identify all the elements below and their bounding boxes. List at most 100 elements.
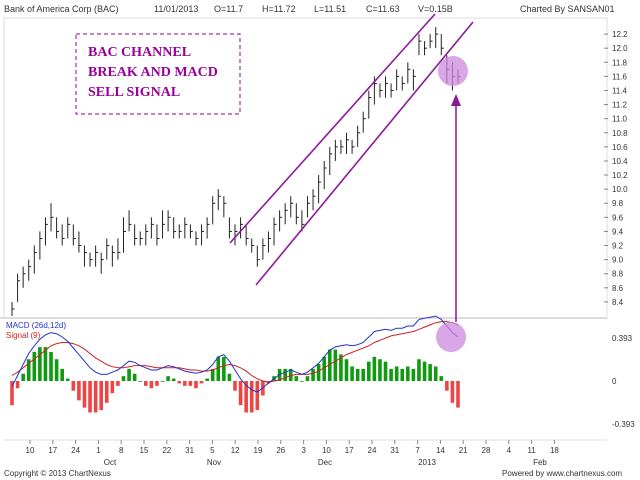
macd-histogram-bar [210, 368, 215, 381]
macd-histogram-bar [355, 368, 360, 381]
price-y-tick-label: 10.2 [612, 171, 628, 180]
signal-arrow-head [451, 94, 461, 106]
macd-histogram-bar [82, 381, 87, 408]
macd-histogram-bar [439, 376, 444, 381]
x-tick-label: 10 [322, 446, 331, 455]
macd-histogram-bar [255, 381, 260, 411]
x-tick-label: 19 [254, 446, 263, 455]
macd-histogram-bar [238, 381, 243, 406]
price-y-tick-label: 11.2 [612, 101, 628, 110]
price-y-tick-label: 11.0 [612, 115, 628, 124]
price-bar [50, 203, 54, 232]
macd-histogram-bar [132, 373, 137, 381]
x-tick-label: 17 [345, 446, 354, 455]
macd-histogram-bar [32, 351, 37, 381]
macd-histogram-bar [26, 359, 31, 381]
price-bar [407, 62, 411, 84]
month-label: Feb [533, 458, 547, 467]
price-bar [323, 160, 327, 190]
x-tick-label: 24 [368, 446, 377, 455]
price-bar [301, 210, 305, 232]
price-bar [117, 238, 121, 260]
channel-lower-line [255, 21, 474, 286]
macd-histogram-bar [344, 359, 349, 381]
x-tick-label: 18 [550, 446, 559, 455]
price-bar [223, 196, 227, 218]
macd-legend: MACD (26d,12d) [6, 321, 66, 330]
x-axis: 10 17 24 1 8 15 22 31 5 12 19 26 3 10 17 24 31 7 14 21 28 4 11… [26, 440, 559, 467]
macd-histogram-bar [249, 381, 254, 413]
macd-histogram-bar [322, 356, 326, 381]
price-bar [228, 217, 232, 239]
month-label: Nov [207, 458, 221, 467]
price-bar [44, 217, 48, 246]
price-bar [212, 196, 216, 225]
macd-y-axis: 0.393 0 -0.393 [612, 334, 635, 429]
price-y-tick-label: 9.6 [612, 213, 624, 222]
macd-histogram-bar [60, 368, 64, 381]
charted-by: Charted By SANSAN01 [520, 4, 615, 14]
price-bar [56, 217, 60, 239]
macd-histogram-bar [389, 368, 393, 381]
macd-histogram-bar [372, 356, 377, 381]
macd-histogram-bar [227, 373, 232, 381]
price-bars [11, 27, 461, 316]
macd-lines [11, 315, 459, 393]
price-y-tick-label: 11.6 [612, 72, 628, 81]
x-tick-label: 12 [231, 446, 240, 455]
price-bar [95, 245, 99, 267]
price-y-tick-label: 12.2 [612, 30, 628, 39]
macd-histogram-bar [288, 368, 293, 381]
x-tick-label: 15 [140, 446, 149, 455]
macd-histogram [10, 347, 460, 413]
copyright: Copyright © 2013 ChartNexus [4, 469, 111, 478]
price-bar [368, 90, 372, 119]
macd-histogram-bar [216, 356, 221, 381]
price-bar [424, 41, 428, 56]
price-bar [396, 69, 400, 91]
x-tick-label: 8 [119, 446, 124, 455]
x-tick-label: 26 [276, 446, 285, 455]
macd-histogram-bar [177, 381, 182, 384]
price-bar [173, 217, 177, 239]
macd-histogram-bar [294, 376, 299, 381]
macd-histogram-bar [311, 368, 315, 381]
price-bar [167, 210, 171, 232]
macd-histogram-bar [38, 347, 42, 381]
powered-by: Powered by www.chartnexus.com [502, 469, 622, 478]
price-bar [145, 224, 149, 246]
low-value: L=11.51 [314, 4, 346, 14]
annotation-line-2: BREAK AND MACD [88, 65, 218, 80]
macd-histogram-bar [428, 364, 432, 381]
price-bar [318, 175, 322, 204]
macd-histogram-bar [10, 381, 14, 406]
price-bar [106, 238, 110, 260]
price-bar [206, 217, 210, 239]
macd-histogram-bar [339, 354, 343, 381]
macd-y-tick-label: 0.393 [612, 334, 633, 343]
price-bar [245, 224, 249, 246]
price-y-tick-label: 8.6 [612, 284, 624, 293]
macd-line [11, 315, 459, 393]
price-bar [440, 34, 444, 56]
macd-histogram-bar [433, 366, 438, 381]
x-tick-label: 22 [162, 446, 171, 455]
macd-histogram-bar [456, 381, 460, 408]
price-bar [240, 217, 244, 239]
macd-histogram-bar [71, 381, 76, 391]
macd-histogram-bar [411, 368, 416, 381]
macd-histogram-bar [222, 356, 226, 381]
macd-y-tick-label: 0 [612, 377, 617, 386]
macd-histogram-bar [155, 381, 159, 386]
price-bar [234, 224, 238, 246]
macd-histogram-bar [305, 376, 310, 381]
x-tick-label: 5 [210, 446, 215, 455]
chart-symbol: Bank of America Corp (BAC) [4, 4, 119, 14]
price-bar [67, 217, 71, 239]
price-bar [340, 139, 344, 154]
price-bar [89, 252, 93, 267]
macd-histogram-bar [144, 381, 148, 386]
open-value: O=11.7 [214, 4, 243, 14]
price-y-tick-label: 10.6 [612, 143, 628, 152]
price-bar [150, 217, 154, 239]
